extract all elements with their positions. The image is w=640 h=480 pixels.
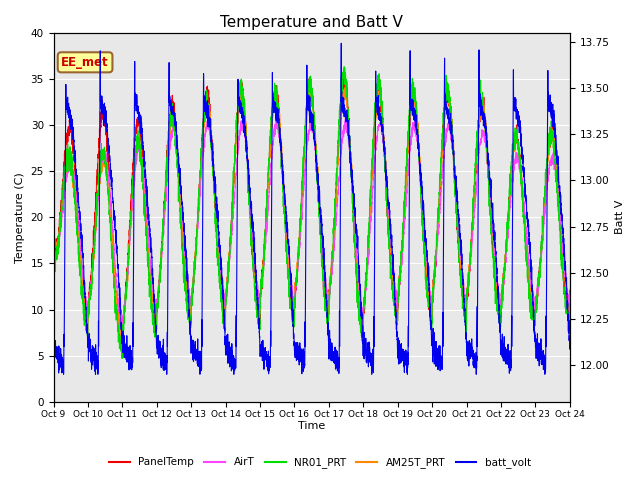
Line: AM25T_PRT: AM25T_PRT (54, 85, 570, 345)
NR01_PRT (457, 272, 465, 278)
AirT (143, 205, 150, 211)
AirT (566, 290, 573, 296)
AirT (399, 251, 406, 256)
batt_volt (50, 351, 58, 357)
batt_volt (337, 40, 345, 46)
AM25T_PRT (307, 83, 314, 88)
Line: PanelTemp: PanelTemp (54, 77, 570, 349)
batt_volt (292, 341, 300, 347)
AirT (428, 295, 435, 300)
Legend: PanelTemp, AirT, NR01_PRT, AM25T_PRT, batt_volt: PanelTemp, AirT, NR01_PRT, AM25T_PRT, ba… (105, 453, 535, 472)
batt_volt (143, 192, 150, 198)
AM25T_PRT (566, 309, 573, 314)
AirT (445, 115, 453, 121)
NR01_PRT (428, 314, 435, 320)
Y-axis label: Batt V: Batt V (615, 200, 625, 234)
AM25T_PRT (457, 263, 465, 269)
batt_volt (566, 334, 573, 339)
Y-axis label: Temperature (C): Temperature (C) (15, 172, 25, 263)
Title: Temperature and Batt V: Temperature and Batt V (220, 15, 403, 30)
AirT (292, 282, 300, 288)
Line: AirT: AirT (54, 118, 570, 334)
AM25T_PRT (566, 295, 573, 300)
Line: batt_volt: batt_volt (54, 43, 570, 374)
batt_volt (428, 327, 435, 333)
AirT (457, 253, 465, 259)
NR01_PRT (292, 283, 300, 288)
NR01_PRT (566, 331, 573, 336)
AirT (566, 310, 573, 315)
AirT (50, 258, 58, 264)
PanelTemp (566, 308, 573, 313)
Line: NR01_PRT: NR01_PRT (54, 67, 570, 359)
batt_volt (457, 238, 465, 244)
AM25T_PRT (50, 259, 58, 265)
batt_volt (60, 372, 67, 377)
Text: EE_met: EE_met (61, 56, 109, 69)
NR01_PRT (340, 64, 348, 70)
NR01_PRT (50, 264, 58, 270)
NR01_PRT (143, 229, 150, 235)
AM25T_PRT (399, 231, 406, 237)
NR01_PRT (399, 233, 406, 239)
NR01_PRT (566, 310, 573, 315)
AM25T_PRT (292, 279, 300, 285)
PanelTemp (50, 264, 58, 270)
PanelTemp (292, 285, 300, 290)
AM25T_PRT (143, 223, 150, 229)
PanelTemp (118, 347, 125, 352)
PanelTemp (340, 74, 348, 80)
PanelTemp (143, 211, 150, 217)
PanelTemp (428, 300, 435, 306)
NR01_PRT (118, 356, 126, 361)
PanelTemp (566, 287, 573, 293)
PanelTemp (457, 269, 465, 275)
AM25T_PRT (428, 297, 435, 303)
AM25T_PRT (118, 342, 125, 348)
AirT (118, 331, 125, 337)
batt_volt (399, 350, 406, 356)
X-axis label: Time: Time (298, 421, 325, 432)
PanelTemp (399, 233, 406, 239)
batt_volt (566, 333, 573, 338)
